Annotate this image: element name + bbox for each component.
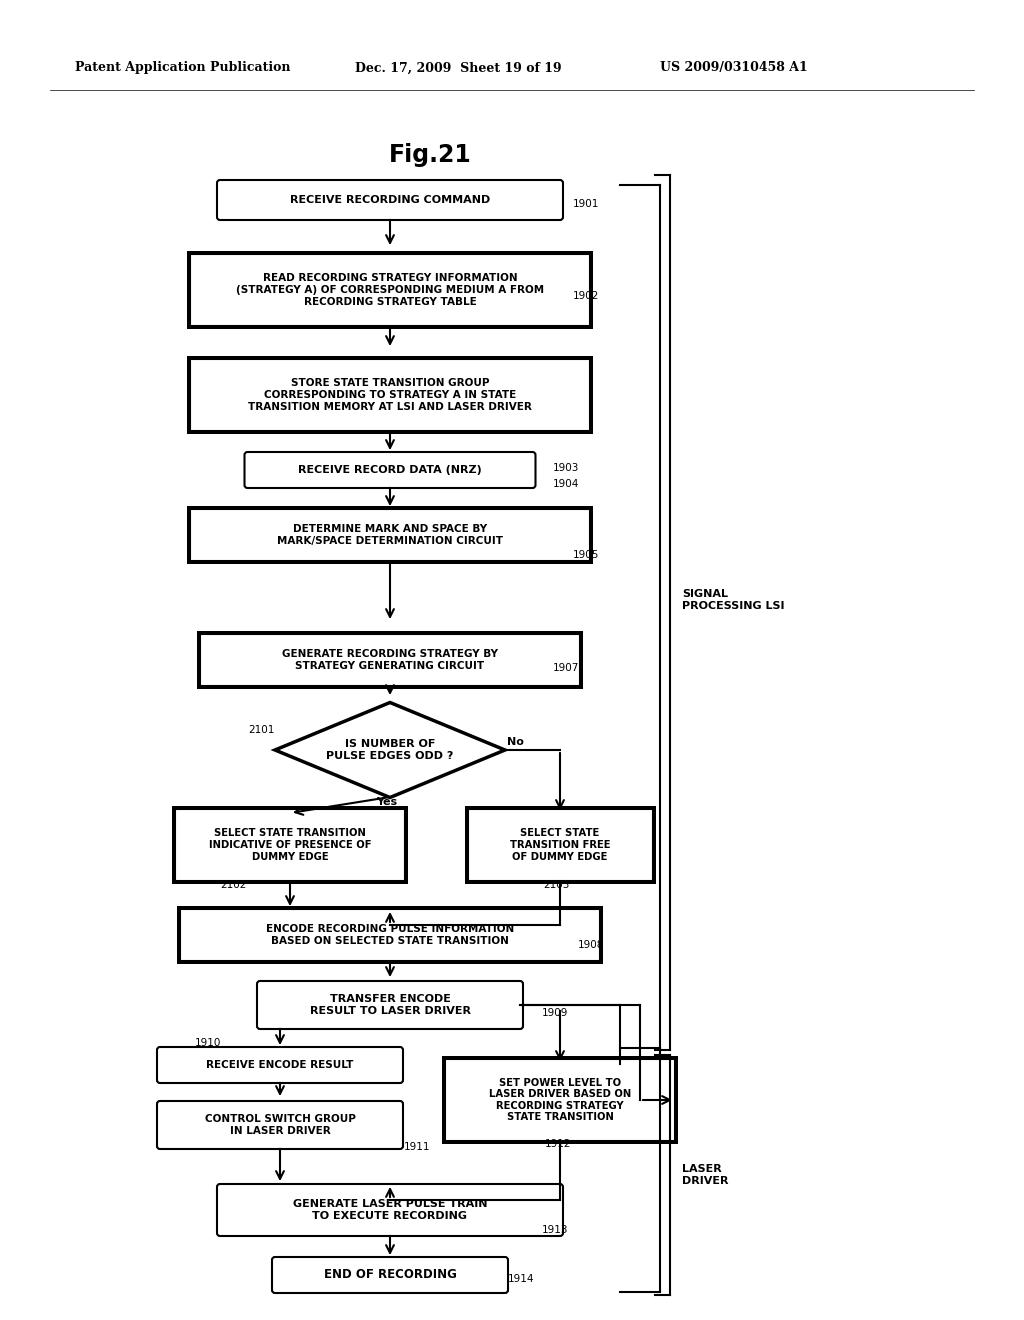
FancyBboxPatch shape <box>217 1184 563 1236</box>
Bar <box>197 631 583 689</box>
Text: 1903: 1903 <box>553 463 580 473</box>
Bar <box>172 807 408 884</box>
Text: Dec. 17, 2009  Sheet 19 of 19: Dec. 17, 2009 Sheet 19 of 19 <box>355 62 561 74</box>
Text: 1910: 1910 <box>195 1038 221 1048</box>
Text: SELECT STATE TRANSITION
INDICATIVE OF PRESENCE OF
DUMMY EDGE: SELECT STATE TRANSITION INDICATIVE OF PR… <box>209 829 372 862</box>
Text: Patent Application Publication: Patent Application Publication <box>75 62 291 74</box>
Bar <box>190 510 590 561</box>
Bar <box>187 356 593 434</box>
Text: LASER
DRIVER: LASER DRIVER <box>682 1164 728 1185</box>
Bar <box>177 906 603 964</box>
Bar <box>190 359 590 432</box>
Text: 1911: 1911 <box>404 1142 430 1152</box>
FancyBboxPatch shape <box>257 981 523 1030</box>
Text: ENCODE RECORDING PULSE INFORMATION
BASED ON SELECTED STATE TRANSITION: ENCODE RECORDING PULSE INFORMATION BASED… <box>266 924 514 946</box>
Bar <box>175 809 406 880</box>
Text: SIGNAL
PROCESSING LSI: SIGNAL PROCESSING LSI <box>682 589 784 611</box>
FancyBboxPatch shape <box>245 451 536 488</box>
Text: GENERATE RECORDING STRATEGY BY
STRATEGY GENERATING CIRCUIT: GENERATE RECORDING STRATEGY BY STRATEGY … <box>282 649 498 671</box>
Text: SET POWER LEVEL TO
LASER DRIVER BASED ON
RECORDING STRATEGY
STATE TRANSITION: SET POWER LEVEL TO LASER DRIVER BASED ON… <box>488 1077 631 1122</box>
Text: 1902: 1902 <box>573 290 599 301</box>
Text: 1905: 1905 <box>573 550 599 560</box>
Text: DETERMINE MARK AND SPACE BY
MARK/SPACE DETERMINATION CIRCUIT: DETERMINE MARK AND SPACE BY MARK/SPACE D… <box>278 524 503 545</box>
FancyBboxPatch shape <box>217 180 563 220</box>
Text: STORE STATE TRANSITION GROUP
CORRESPONDING TO STRATEGY A IN STATE
TRANSITION MEM: STORE STATE TRANSITION GROUP CORRESPONDI… <box>248 379 531 412</box>
FancyBboxPatch shape <box>157 1101 403 1148</box>
Text: END OF RECORDING: END OF RECORDING <box>324 1269 457 1282</box>
Text: SELECT STATE
TRANSITION FREE
OF DUMMY EDGE: SELECT STATE TRANSITION FREE OF DUMMY ED… <box>510 829 610 862</box>
FancyBboxPatch shape <box>157 1047 403 1082</box>
Text: 2103: 2103 <box>543 880 569 890</box>
Text: 1907: 1907 <box>553 663 580 673</box>
Text: 1913: 1913 <box>542 1225 568 1236</box>
Bar <box>200 634 580 686</box>
Bar <box>468 809 652 880</box>
Bar <box>442 1056 678 1144</box>
Text: IS NUMBER OF
PULSE EDGES ODD ?: IS NUMBER OF PULSE EDGES ODD ? <box>327 739 454 760</box>
Bar <box>180 909 600 961</box>
Text: RECEIVE RECORDING COMMAND: RECEIVE RECORDING COMMAND <box>290 195 490 205</box>
Text: US 2009/0310458 A1: US 2009/0310458 A1 <box>660 62 808 74</box>
Text: Yes: Yes <box>376 797 397 807</box>
Bar <box>187 506 593 564</box>
Text: CONTROL SWITCH GROUP
IN LASER DRIVER: CONTROL SWITCH GROUP IN LASER DRIVER <box>205 1114 355 1135</box>
FancyBboxPatch shape <box>272 1257 508 1294</box>
Bar <box>190 253 590 326</box>
Text: 1904: 1904 <box>553 479 580 488</box>
Text: RECEIVE RECORD DATA (NRZ): RECEIVE RECORD DATA (NRZ) <box>298 465 482 475</box>
Text: 1914: 1914 <box>508 1274 535 1284</box>
Text: No: No <box>507 737 524 747</box>
Text: 1908: 1908 <box>578 940 604 950</box>
Text: Fig.21: Fig.21 <box>389 143 471 168</box>
Text: 1912: 1912 <box>545 1139 571 1148</box>
Text: READ RECORDING STRATEGY INFORMATION
(STRATEGY A) OF CORRESPONDING MEDIUM A FROM
: READ RECORDING STRATEGY INFORMATION (STR… <box>236 273 544 306</box>
Text: 2102: 2102 <box>220 880 247 890</box>
Text: GENERATE LASER PULSE TRAIN
TO EXECUTE RECORDING: GENERATE LASER PULSE TRAIN TO EXECUTE RE… <box>293 1199 487 1221</box>
Text: 1901: 1901 <box>573 199 599 209</box>
Bar <box>187 251 593 329</box>
Text: TRANSFER ENCODE
RESULT TO LASER DRIVER: TRANSFER ENCODE RESULT TO LASER DRIVER <box>309 994 470 1016</box>
Bar <box>465 807 655 884</box>
Polygon shape <box>275 702 505 797</box>
Text: RECEIVE ENCODE RESULT: RECEIVE ENCODE RESULT <box>206 1060 353 1071</box>
Text: 1909: 1909 <box>542 1008 568 1018</box>
Text: 2101: 2101 <box>248 725 274 735</box>
Bar <box>445 1059 675 1140</box>
